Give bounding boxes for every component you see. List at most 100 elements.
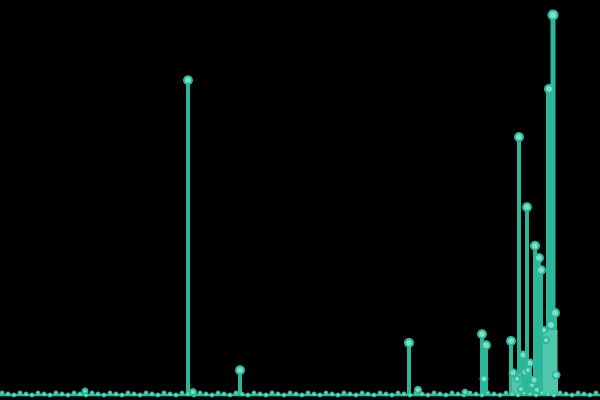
peak-marker xyxy=(481,340,491,351)
baseline-noise-dot xyxy=(59,391,65,397)
baseline-noise-dot xyxy=(245,392,251,398)
baseline-noise-dot xyxy=(113,391,119,397)
baseline-noise-dot xyxy=(503,390,509,396)
baseline-noise-dot xyxy=(557,390,563,396)
peak-marker xyxy=(525,358,535,368)
baseline-noise-dot xyxy=(95,391,101,397)
baseline-noise-dot xyxy=(179,390,185,396)
peak-marker xyxy=(544,83,554,94)
baseline-noise-dot xyxy=(155,392,161,398)
baseline-noise-dot xyxy=(455,391,461,397)
baseline-noise-dot xyxy=(587,392,593,398)
baseline-noise-dot xyxy=(269,390,275,396)
baseline-noise-dot xyxy=(299,392,305,398)
baseline-noise-dot xyxy=(221,391,227,397)
baseline-noise-dot xyxy=(149,391,155,397)
baseline-noise-dot xyxy=(551,392,557,398)
baseline-noise-dot xyxy=(593,390,599,396)
baseline-noise-dot xyxy=(197,390,203,396)
baseline-noise-dot xyxy=(53,390,59,396)
baseline-noise-dot xyxy=(383,391,389,397)
baseline-noise-dot xyxy=(317,392,323,398)
baseline-noise-dot xyxy=(497,392,503,398)
baseline-noise-dot xyxy=(161,390,167,396)
peak-marker xyxy=(533,385,541,394)
peak-marker xyxy=(506,335,516,346)
peak-marker xyxy=(517,385,525,394)
baseline-noise-dot xyxy=(89,390,95,396)
baseline-noise-dot xyxy=(515,392,521,398)
peak-marker xyxy=(524,366,532,375)
baseline-noise-dot xyxy=(275,391,281,397)
baseline-noise-dot xyxy=(233,390,239,396)
baseline-noise-dot xyxy=(0,390,5,396)
baseline-noise-dot xyxy=(377,390,383,396)
baseline-noise-dot xyxy=(491,391,497,397)
baseline-noise-dot xyxy=(539,390,545,396)
baseline-noise-dot xyxy=(569,392,575,398)
peak-marker xyxy=(546,320,556,331)
baseline-noise-dot xyxy=(35,390,41,396)
baseline-noise-dot xyxy=(5,391,11,397)
baseline-noise-dot xyxy=(227,392,233,398)
baseline-noise-dot xyxy=(389,392,395,398)
baseline-noise-dot xyxy=(257,391,263,397)
peak-marker xyxy=(550,307,560,318)
baseline-noise-dot xyxy=(263,392,269,398)
baseline-noise-dot xyxy=(425,392,431,398)
baseline-noise-dot xyxy=(473,391,479,397)
peak-marker xyxy=(479,374,489,384)
baseline-noise-dot xyxy=(437,391,443,397)
baseline-noise-dot xyxy=(341,390,347,396)
baseline-noise-dot xyxy=(395,390,401,396)
peak-marker xyxy=(540,325,548,334)
baseline-noise-dot xyxy=(371,392,377,398)
baseline-noise-dot xyxy=(485,390,491,396)
baseline-noise-dot xyxy=(335,392,341,398)
baseline-noise-dot xyxy=(167,391,173,397)
baseline-noise-dot xyxy=(215,390,221,396)
peak-marker xyxy=(183,75,193,86)
peak-marker xyxy=(461,388,469,396)
baseline-noise-dot xyxy=(71,390,77,396)
baseline-noise-dot xyxy=(101,392,107,398)
peak-marker xyxy=(547,9,559,21)
peak-marker xyxy=(522,202,532,213)
baseline-noise-dot xyxy=(509,391,515,397)
baseline-noise-dot xyxy=(347,391,353,397)
baseline-noise-dot xyxy=(293,391,299,397)
baseline-noise-dot xyxy=(125,390,131,396)
baseline-noise-dot xyxy=(353,392,359,398)
baseline-noise-dot xyxy=(47,392,53,398)
baseline-noise-dot xyxy=(401,391,407,397)
peak-marker xyxy=(551,370,561,380)
baseline-noise-dot xyxy=(545,391,551,397)
baseline-noise-dot xyxy=(107,390,113,396)
peak-marker xyxy=(534,252,544,263)
baseline-noise-dot xyxy=(329,391,335,397)
peak-marker xyxy=(477,329,487,340)
peak-marker xyxy=(414,385,422,394)
baseline-noise-dot xyxy=(575,390,581,396)
peak-marker xyxy=(235,365,245,376)
baseline-noise-dot xyxy=(131,391,137,397)
peak-marker xyxy=(81,387,89,395)
baseline-noise-dot xyxy=(449,390,455,396)
cluster-haze xyxy=(543,329,558,396)
baseline-noise-dot xyxy=(281,392,287,398)
baseline-noise-dot xyxy=(407,392,413,398)
baseline-noise-dot xyxy=(173,392,179,398)
baseline-noise-dot xyxy=(11,392,17,398)
baseline-noise-dot xyxy=(287,390,293,396)
peak-marker xyxy=(529,375,539,385)
baseline-noise-dot xyxy=(467,390,473,396)
baseline-noise-dot xyxy=(443,392,449,398)
baseline-noise-dot xyxy=(305,390,311,396)
peak-marker xyxy=(189,388,197,397)
peak-marker xyxy=(530,240,540,251)
peak-marker xyxy=(513,374,521,383)
baseline-noise-dot xyxy=(479,392,485,398)
cluster-haze xyxy=(512,373,521,396)
